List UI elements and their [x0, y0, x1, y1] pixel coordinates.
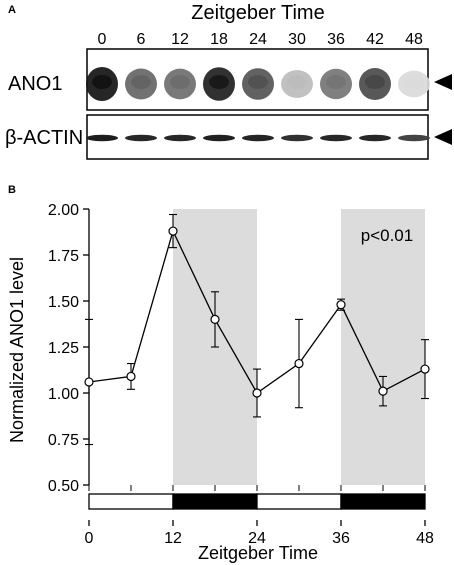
data-point	[294, 358, 304, 369]
x-tick-label: 0	[85, 530, 94, 547]
actin-band	[359, 134, 391, 142]
actin-band	[203, 134, 235, 142]
x-tick-label: 24	[248, 530, 266, 547]
dark-phase-segment	[340, 493, 426, 510]
lane-label: 42	[366, 31, 384, 48]
y-tick-label: 1.00	[48, 386, 79, 403]
dark-period-shading	[173, 209, 425, 485]
ano1-band-core	[209, 75, 229, 89]
actin-band	[164, 134, 196, 142]
ano1-band-core	[170, 75, 190, 89]
ano1-bands	[86, 67, 430, 101]
light-phase-segment	[88, 493, 174, 510]
y-tick-label: 1.50	[48, 294, 79, 311]
actin-bands	[86, 134, 430, 142]
y-axis-title: Normalized ANO1 level	[7, 257, 27, 443]
actin-band	[398, 134, 430, 142]
data-point	[84, 377, 94, 387]
ano1-arrow-icon	[434, 74, 452, 90]
ano1-band	[164, 68, 196, 100]
ano1-band	[359, 68, 391, 100]
y-tick-label: 1.25	[48, 340, 79, 357]
y-tick-label: 2.00	[48, 202, 79, 219]
x-axis-title: Zeitgeber Time	[198, 543, 318, 563]
ano1-label: ANO1	[8, 73, 62, 95]
series-ano1	[84, 213, 430, 446]
x-axis: 0 12 24 36 48	[85, 485, 434, 547]
lane-label: 6	[137, 31, 146, 48]
data-point	[210, 314, 220, 324]
p-value-annotation: p<0.01	[361, 226, 413, 245]
ano1-band-core	[326, 75, 346, 89]
ano1-band-core	[131, 75, 151, 89]
x-tick-label: 12	[164, 530, 182, 547]
actin-band	[281, 134, 313, 142]
dark-period-shade	[341, 209, 425, 485]
y-axis: 0.50 0.75 1.00 1.25 1.50 1.75 2.00	[48, 202, 90, 495]
lane-label: 24	[249, 31, 267, 48]
lane-label: 36	[327, 31, 345, 48]
data-point	[168, 226, 178, 236]
x-tick-label: 36	[332, 530, 350, 547]
actin-band	[86, 134, 118, 142]
actin-band	[125, 134, 157, 142]
ano1-band	[281, 70, 313, 98]
lane-label: 30	[288, 31, 306, 48]
light-phase-segment	[256, 493, 342, 510]
ano1-band-core	[404, 75, 424, 89]
panel-a-letter: A	[8, 4, 16, 16]
data-point	[126, 371, 136, 382]
ano1-band	[398, 70, 430, 98]
x-tick-label: 48	[416, 530, 434, 547]
actin-band	[320, 134, 352, 142]
lane-label: 0	[98, 31, 107, 48]
ano1-band-core	[365, 75, 385, 89]
ano1-band-core	[287, 75, 307, 89]
y-tick-label: 0.50	[48, 478, 79, 495]
data-point	[378, 386, 388, 396]
actin-arrow-icon	[434, 129, 452, 145]
y-tick-label: 0.75	[48, 432, 79, 449]
actin-band	[242, 134, 274, 142]
ano1-band	[125, 68, 157, 100]
ano1-band-core	[92, 75, 112, 89]
light-dark-bar	[88, 493, 426, 510]
ano1-band	[242, 68, 274, 100]
panel-b-letter: B	[8, 184, 16, 196]
ano1-band	[203, 67, 235, 101]
data-point	[420, 364, 430, 374]
data-point	[336, 300, 346, 310]
lane-labels: 0 6 12 18 24 30 36 42 48	[98, 31, 423, 48]
lane-label: 48	[405, 31, 423, 48]
actin-label: β-ACTIN	[5, 127, 83, 149]
ano1-band	[320, 68, 352, 100]
y-tick-label: 1.75	[48, 248, 79, 265]
dark-phase-segment	[172, 493, 258, 510]
lane-label: 12	[171, 31, 189, 48]
blot-title: Zeitgeber Time	[191, 2, 324, 24]
ano1-band-core	[248, 75, 268, 89]
lane-label: 18	[210, 31, 228, 48]
data-point	[252, 388, 262, 398]
